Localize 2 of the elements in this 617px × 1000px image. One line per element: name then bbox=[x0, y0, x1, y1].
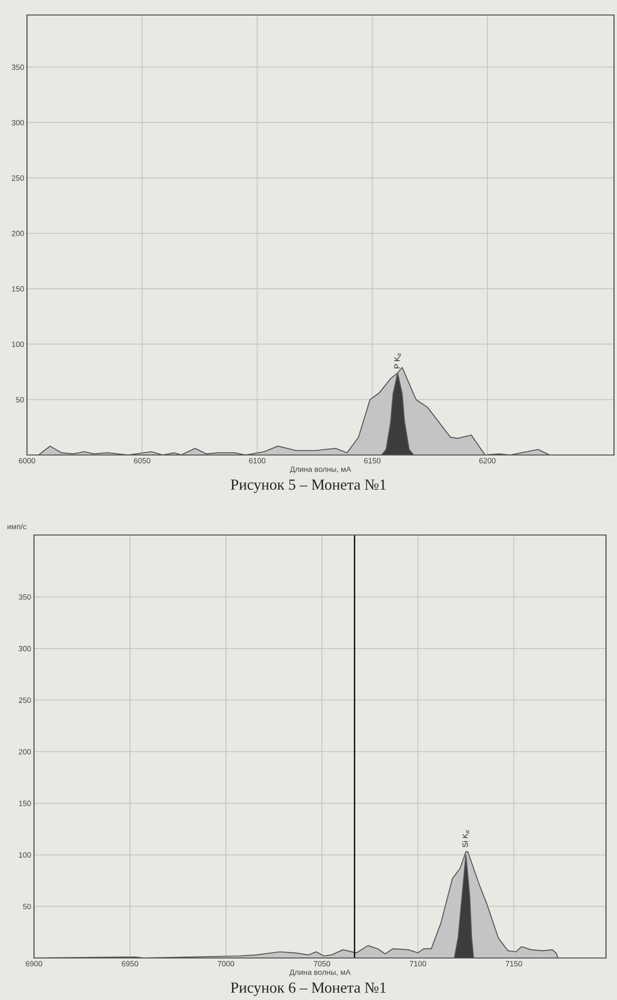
text: Рисунок 6 – Монета №1 bbox=[230, 982, 386, 996]
text: Рисунок 5 – Монета №1 bbox=[230, 480, 386, 493]
